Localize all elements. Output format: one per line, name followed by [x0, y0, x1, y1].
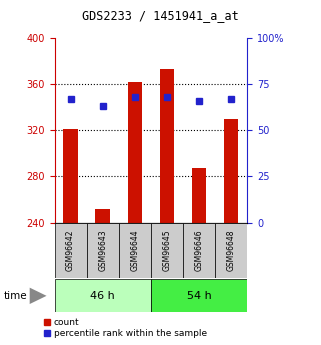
Bar — [96, 209, 110, 223]
Text: 54 h: 54 h — [187, 291, 212, 301]
Text: GSM96642: GSM96642 — [66, 229, 75, 271]
Text: GSM96646: GSM96646 — [195, 229, 204, 271]
Text: GSM96648: GSM96648 — [227, 229, 236, 271]
Text: GDS2233 / 1451941_a_at: GDS2233 / 1451941_a_at — [82, 9, 239, 22]
Legend: count, percentile rank within the sample: count, percentile rank within the sample — [43, 318, 207, 338]
Bar — [160, 69, 174, 223]
Text: time: time — [3, 291, 27, 301]
Polygon shape — [30, 288, 47, 304]
Text: GSM96644: GSM96644 — [130, 229, 139, 271]
Bar — [55, 223, 87, 278]
Bar — [119, 223, 151, 278]
Bar — [151, 279, 247, 312]
Bar — [55, 279, 151, 312]
Bar — [151, 223, 183, 278]
Bar — [192, 168, 206, 223]
Bar — [224, 119, 238, 223]
Bar — [127, 82, 142, 223]
Bar — [64, 129, 78, 223]
Bar — [183, 223, 215, 278]
Text: GSM96643: GSM96643 — [98, 229, 107, 271]
Text: 46 h: 46 h — [90, 291, 115, 301]
Bar — [87, 223, 119, 278]
Text: GSM96645: GSM96645 — [162, 229, 171, 271]
Bar — [215, 223, 247, 278]
